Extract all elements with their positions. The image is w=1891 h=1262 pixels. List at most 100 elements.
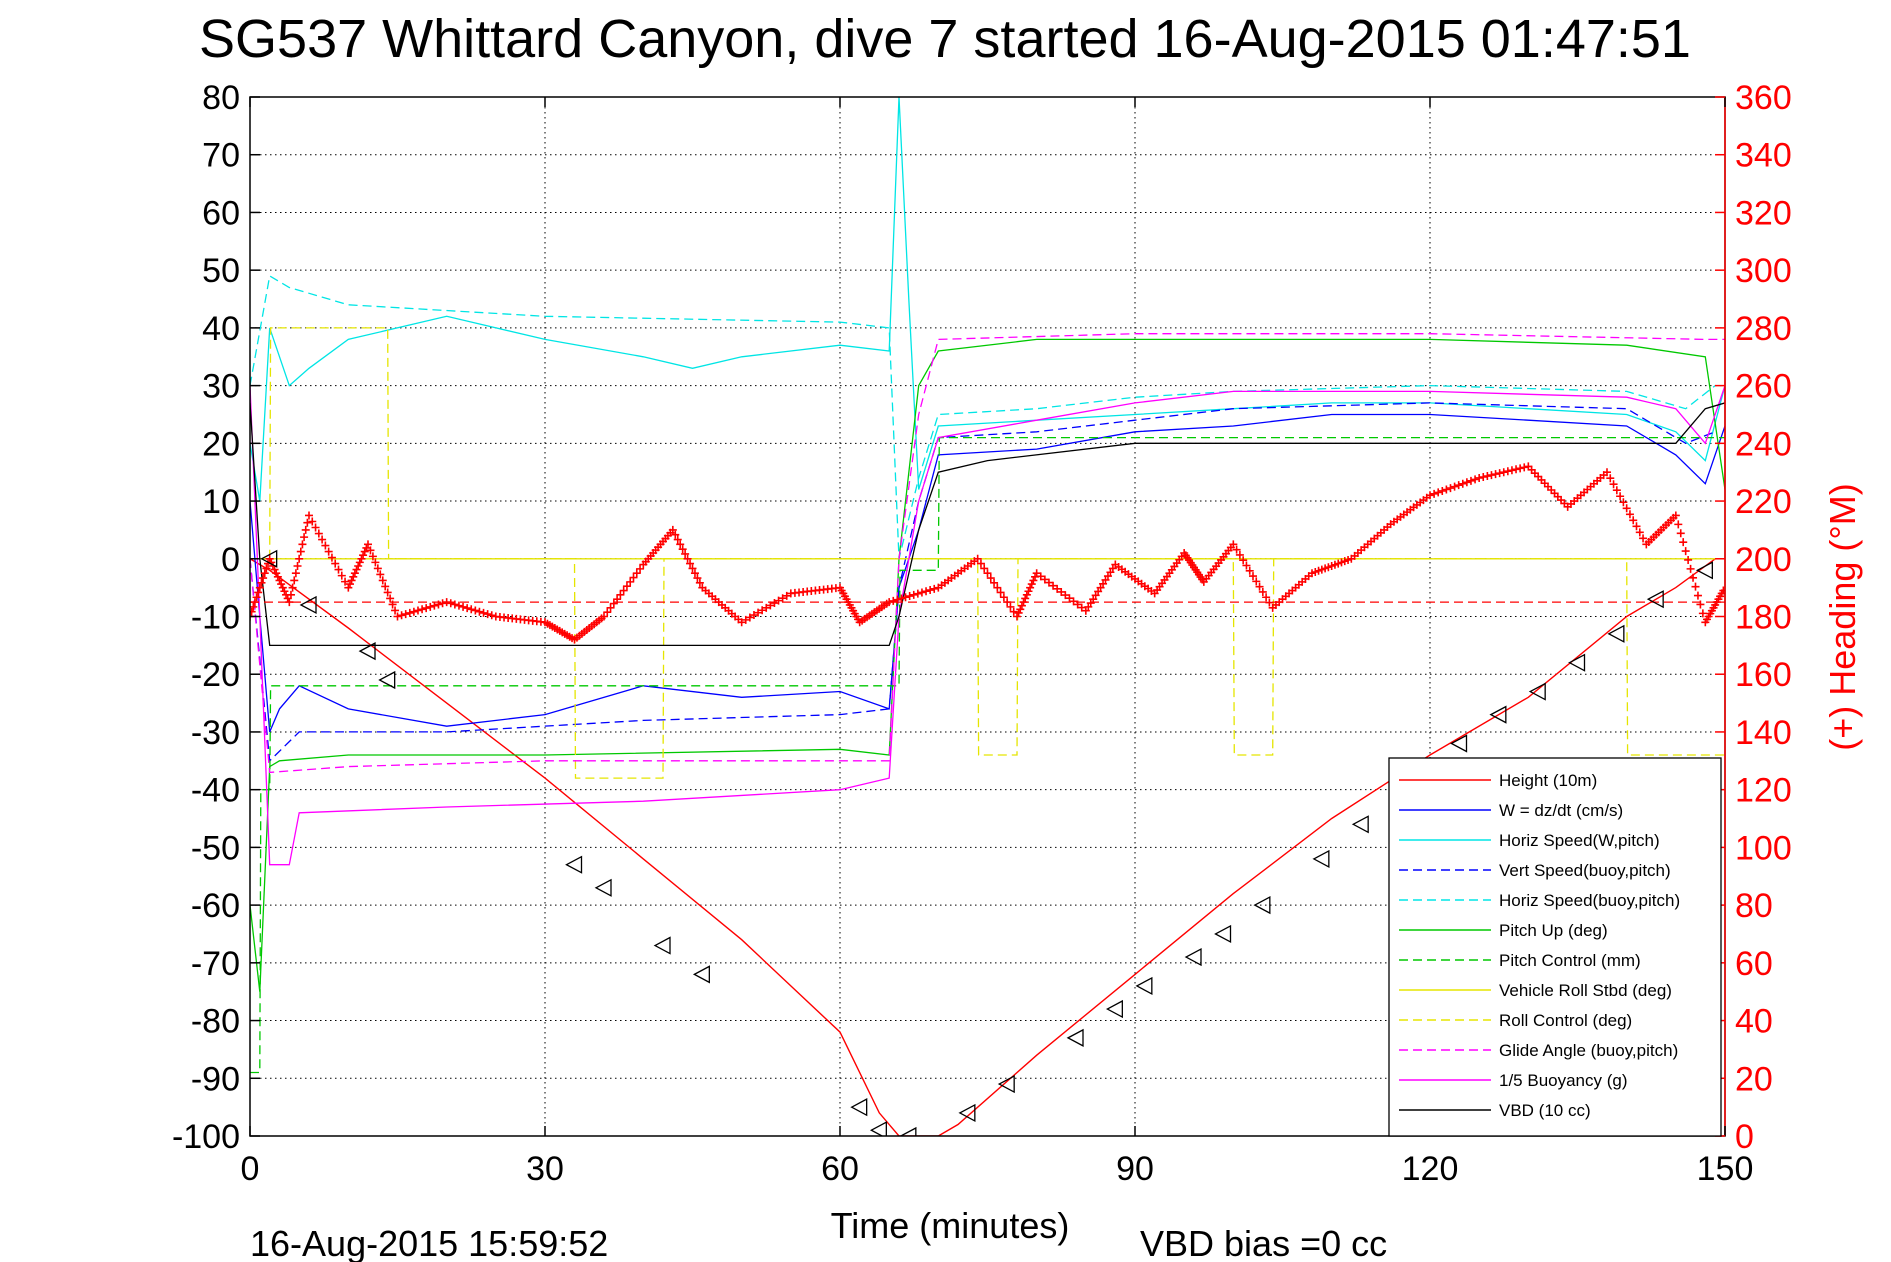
heading-point bbox=[1017, 601, 1026, 610]
heading-point bbox=[1520, 463, 1529, 472]
heading-point bbox=[250, 607, 256, 616]
heading-point bbox=[901, 593, 910, 602]
heading-point bbox=[766, 601, 775, 610]
heading-point bbox=[1616, 492, 1625, 501]
heading-point bbox=[1512, 465, 1521, 474]
heading-point bbox=[1258, 587, 1267, 596]
heading-point bbox=[980, 564, 989, 573]
y2-tick-label: 200 bbox=[1735, 541, 1792, 579]
depth-marker bbox=[260, 549, 278, 568]
heading-point bbox=[350, 569, 359, 578]
heading-point bbox=[1495, 469, 1504, 478]
x-tick-label: 60 bbox=[821, 1150, 859, 1188]
heading-point bbox=[1458, 479, 1467, 488]
heading-point bbox=[296, 547, 305, 556]
heading-point bbox=[996, 588, 1005, 597]
heading-point bbox=[986, 574, 995, 583]
y-tick-label: -60 bbox=[191, 887, 240, 925]
heading-point bbox=[1689, 573, 1698, 582]
y2-tick-label: 60 bbox=[1735, 945, 1773, 983]
y2-tick-label: 260 bbox=[1735, 368, 1792, 406]
depth-marker bbox=[1214, 924, 1232, 944]
series-pitch-control-mm bbox=[250, 436, 1725, 1074]
depth-marker bbox=[1184, 947, 1202, 967]
heading-point bbox=[782, 591, 791, 600]
heading-point bbox=[300, 533, 309, 542]
legend-box bbox=[1388, 757, 1722, 1137]
depth-marker bbox=[358, 642, 376, 661]
series-vert-speed-buoy-pitch bbox=[250, 402, 1716, 763]
heading-point bbox=[1487, 471, 1496, 480]
heading-point bbox=[259, 574, 268, 583]
heading-point bbox=[629, 573, 638, 582]
heading-point bbox=[430, 601, 439, 610]
y2-axis-label: (+) Heading (°M) bbox=[1822, 483, 1863, 750]
footer-vbd-bias: VBD bias =0 cc bbox=[1140, 1223, 1387, 1262]
x-tick-label: 150 bbox=[1697, 1150, 1754, 1188]
heading-point bbox=[401, 610, 410, 619]
heading-point bbox=[926, 586, 935, 595]
heading-point bbox=[976, 559, 985, 568]
heading-point bbox=[352, 565, 361, 574]
y2-tick-label: 180 bbox=[1735, 599, 1792, 637]
heading-point bbox=[1027, 580, 1036, 589]
heading-point bbox=[1235, 550, 1244, 559]
x-tick-label: 120 bbox=[1402, 1150, 1459, 1188]
y-tick-label: -80 bbox=[191, 1003, 240, 1041]
heading-point bbox=[483, 610, 492, 619]
depth-marker bbox=[378, 670, 396, 690]
heading-point bbox=[1462, 478, 1471, 487]
heading-point bbox=[1252, 577, 1261, 586]
heading-point bbox=[1466, 476, 1475, 485]
heading-point bbox=[668, 525, 677, 534]
heading-point bbox=[993, 583, 1002, 592]
depth-marker bbox=[653, 936, 671, 955]
y-tick-label: 30 bbox=[202, 368, 240, 406]
heading-point bbox=[1442, 485, 1451, 494]
depth-marker bbox=[997, 1074, 1015, 1094]
heading-point bbox=[347, 576, 356, 585]
y2-tick-label: 100 bbox=[1735, 829, 1792, 867]
heading-point bbox=[1719, 586, 1725, 595]
depth-marker bbox=[1450, 734, 1468, 753]
heading-point bbox=[362, 543, 371, 552]
heading-point bbox=[600, 612, 608, 621]
y2-tick-label: 240 bbox=[1735, 425, 1792, 463]
heading-point bbox=[774, 596, 783, 605]
heading-point bbox=[275, 576, 284, 585]
heading-point bbox=[1057, 587, 1066, 596]
legend-entry: Pitch Control (mm) bbox=[1499, 951, 1641, 970]
heading-point bbox=[1622, 504, 1631, 513]
heading-point bbox=[1061, 591, 1070, 600]
heading-point bbox=[754, 608, 763, 617]
heading-point bbox=[1434, 488, 1443, 497]
heading-point bbox=[1681, 547, 1690, 556]
heading-point bbox=[273, 572, 282, 581]
heading-point bbox=[305, 511, 313, 520]
y-tick-label: -30 bbox=[191, 714, 240, 752]
heading-point bbox=[897, 594, 906, 603]
heading-point bbox=[1632, 522, 1641, 531]
heading-point bbox=[393, 612, 402, 621]
heading-point bbox=[1242, 561, 1251, 570]
legend-entry: W = dz/dt (cm/s) bbox=[1499, 801, 1623, 820]
heading-point bbox=[905, 592, 914, 601]
heading-point bbox=[314, 529, 323, 538]
heading-point bbox=[405, 608, 414, 617]
heading-point bbox=[295, 554, 304, 563]
x-tick-label: 90 bbox=[1116, 1150, 1154, 1188]
heading-point bbox=[422, 604, 431, 613]
heading-point bbox=[1069, 597, 1078, 606]
heading-point bbox=[1065, 594, 1074, 603]
depth-marker bbox=[1066, 1028, 1084, 1047]
heading-point bbox=[1446, 484, 1455, 493]
heading-point bbox=[371, 558, 380, 567]
heading-point bbox=[291, 569, 300, 578]
depth-marker bbox=[692, 965, 710, 984]
heading-point bbox=[487, 611, 496, 620]
heading-point bbox=[270, 565, 279, 574]
heading-point bbox=[1619, 498, 1628, 507]
heading-point bbox=[272, 569, 281, 578]
heading-point bbox=[418, 605, 427, 614]
